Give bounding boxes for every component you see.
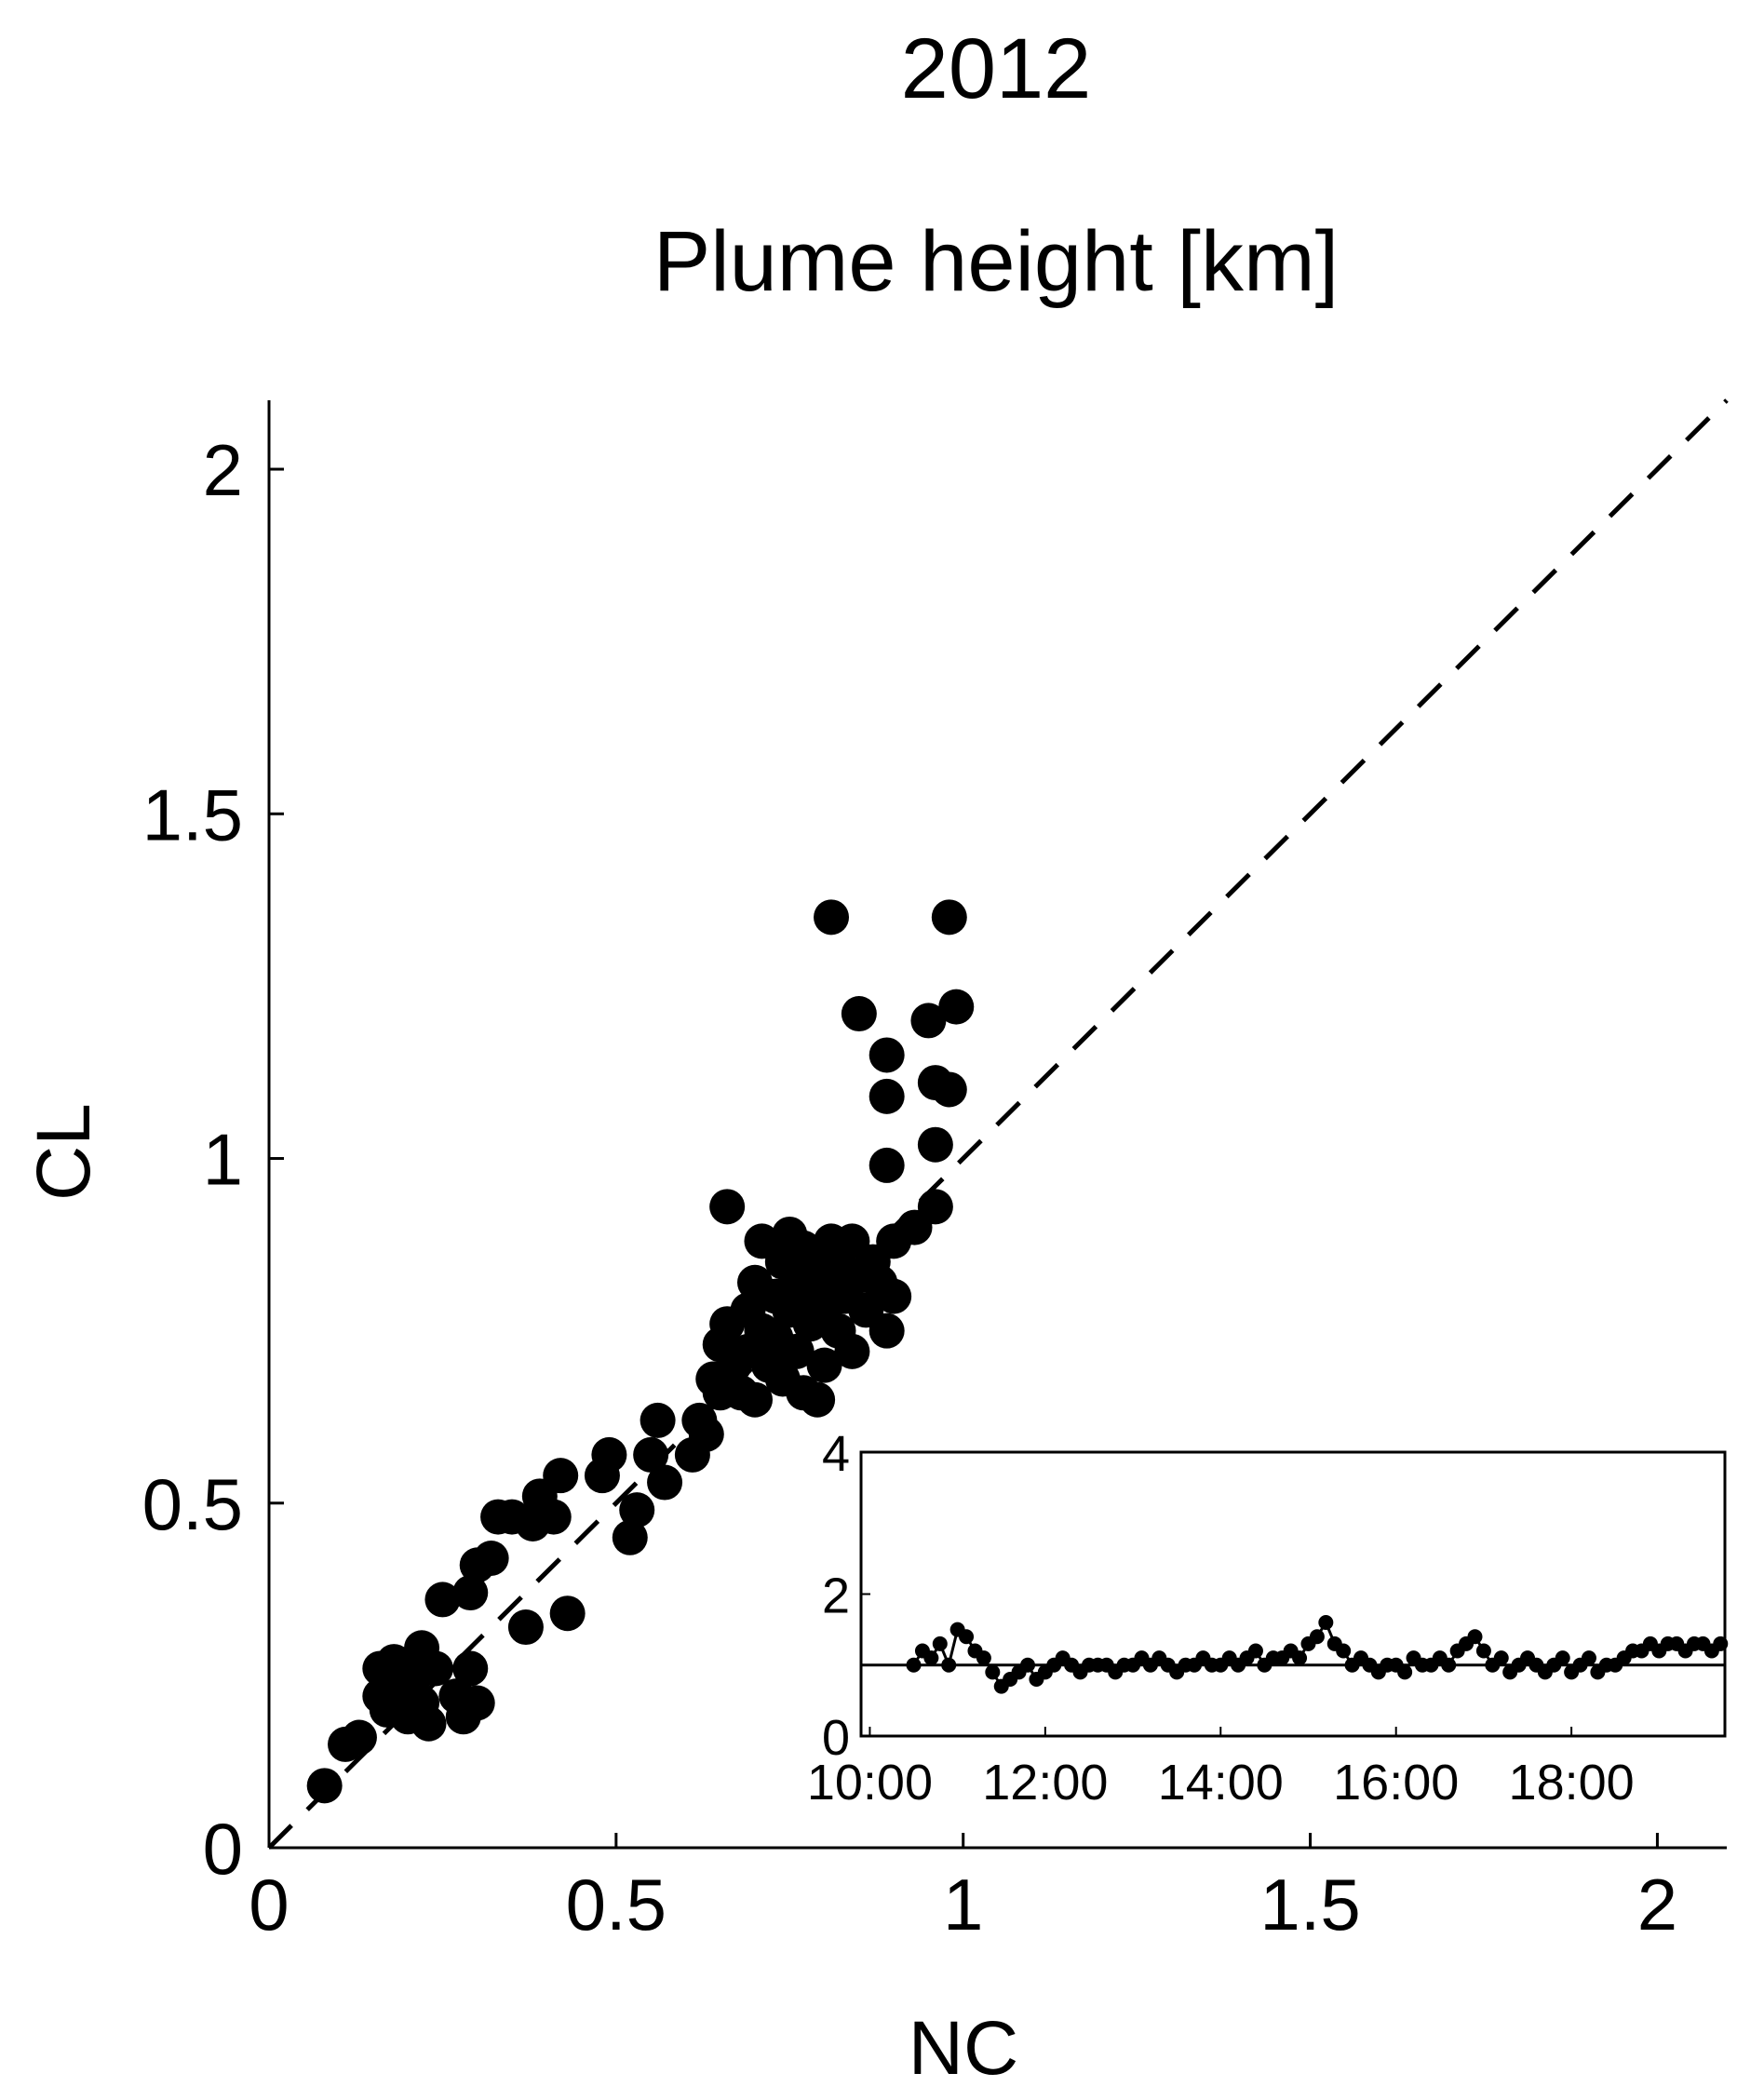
data-point bbox=[709, 1189, 746, 1225]
inset-data-point bbox=[941, 1657, 957, 1673]
data-point bbox=[688, 1416, 724, 1452]
data-point bbox=[806, 1347, 842, 1383]
data-point bbox=[834, 1333, 870, 1369]
data-point bbox=[869, 1312, 905, 1349]
inset-data-point bbox=[906, 1657, 922, 1673]
data-point bbox=[633, 1436, 669, 1473]
inset-data-point bbox=[1555, 1650, 1570, 1666]
inset-y-tick-label: 4 bbox=[822, 1426, 850, 1482]
inset-data-point bbox=[1247, 1643, 1263, 1659]
data-point bbox=[841, 996, 877, 1032]
inset-data-point bbox=[1475, 1643, 1491, 1659]
data-point bbox=[869, 1037, 905, 1073]
inset-y-tick-label: 2 bbox=[822, 1568, 850, 1624]
data-point bbox=[876, 1278, 912, 1314]
x-tick-label: 1 bbox=[943, 1864, 983, 1945]
x-tick-label: 0.5 bbox=[566, 1864, 667, 1945]
data-point bbox=[800, 1381, 836, 1418]
data-point bbox=[473, 1541, 509, 1576]
main-plot: 0 0.5 1 1.5 2 0 0.5 1 1.5 2 bbox=[142, 398, 1729, 1945]
y-tick-label: 1.5 bbox=[142, 774, 243, 855]
inset-data-point bbox=[1713, 1636, 1729, 1651]
data-point bbox=[737, 1381, 773, 1418]
inset-data-point bbox=[976, 1650, 991, 1666]
y-tick-label: 1 bbox=[203, 1119, 243, 1201]
data-point bbox=[938, 989, 975, 1025]
data-point bbox=[591, 1436, 627, 1473]
chart-subtitle: Plume height [km] bbox=[653, 214, 1340, 309]
inset-data-point bbox=[1336, 1643, 1352, 1659]
inset-x-tick-label: 18:00 bbox=[1509, 1755, 1635, 1811]
inset-data-point bbox=[1441, 1657, 1457, 1673]
inset-data-point bbox=[985, 1664, 1001, 1680]
data-point bbox=[306, 1768, 343, 1804]
x-tick-label: 0 bbox=[249, 1864, 289, 1945]
data-point bbox=[549, 1595, 586, 1632]
data-point bbox=[869, 1078, 905, 1114]
inset-plot: 0 2 4 10:00 12:00 14:00 16:00 18:00 bbox=[807, 1426, 1729, 1811]
inset-y-tick-label: 0 bbox=[822, 1710, 850, 1766]
data-point bbox=[452, 1650, 489, 1687]
data-point bbox=[459, 1685, 495, 1721]
inset-x-tick-label: 10:00 bbox=[807, 1755, 933, 1811]
y-tick-label: 0.5 bbox=[142, 1463, 243, 1545]
inset-data-point bbox=[1397, 1664, 1413, 1680]
data-point bbox=[341, 1719, 377, 1756]
data-point bbox=[869, 1147, 905, 1183]
data-point bbox=[543, 1458, 579, 1494]
x-axis-label: NC bbox=[908, 2006, 1019, 2091]
inset-x-tick-label: 12:00 bbox=[982, 1755, 1108, 1811]
inset-data-point bbox=[1292, 1650, 1308, 1666]
inset-data-point bbox=[1020, 1657, 1036, 1673]
data-point bbox=[535, 1499, 572, 1535]
x-tick-label: 2 bbox=[1637, 1864, 1677, 1945]
data-point bbox=[640, 1402, 676, 1438]
inset-frame bbox=[859, 1450, 1727, 1738]
inset-data-point bbox=[1318, 1615, 1334, 1630]
data-point bbox=[778, 1333, 815, 1369]
x-tick-label: 1.5 bbox=[1259, 1864, 1360, 1945]
inset-x-tick-label: 16:00 bbox=[1333, 1755, 1459, 1811]
data-point bbox=[417, 1650, 453, 1687]
y-tick-label: 0 bbox=[203, 1808, 243, 1890]
inset-data-point bbox=[1493, 1650, 1509, 1666]
data-point bbox=[612, 1519, 648, 1555]
data-point bbox=[647, 1464, 683, 1501]
data-point bbox=[411, 1705, 447, 1742]
inset-data-point bbox=[923, 1650, 939, 1666]
data-point bbox=[452, 1575, 489, 1611]
inset-x-tick-label: 14:00 bbox=[1158, 1755, 1284, 1811]
data-point bbox=[917, 1189, 953, 1225]
inset-data-point bbox=[959, 1629, 975, 1645]
chart-title: 2012 bbox=[900, 21, 1092, 116]
inset-data-point bbox=[932, 1636, 948, 1651]
data-point bbox=[507, 1609, 544, 1646]
inset-data-point bbox=[1309, 1629, 1325, 1645]
data-point bbox=[424, 1582, 461, 1618]
y-tick-label: 2 bbox=[203, 429, 243, 511]
inset-data-point bbox=[1467, 1629, 1483, 1645]
data-point bbox=[931, 1071, 967, 1108]
data-point bbox=[931, 899, 967, 936]
one-to-one-dashed-line bbox=[267, 398, 1729, 1850]
data-point bbox=[814, 899, 850, 936]
data-point bbox=[619, 1492, 655, 1528]
data-point bbox=[910, 1003, 947, 1039]
inset-data-point bbox=[1581, 1650, 1596, 1666]
data-point bbox=[917, 1126, 953, 1163]
